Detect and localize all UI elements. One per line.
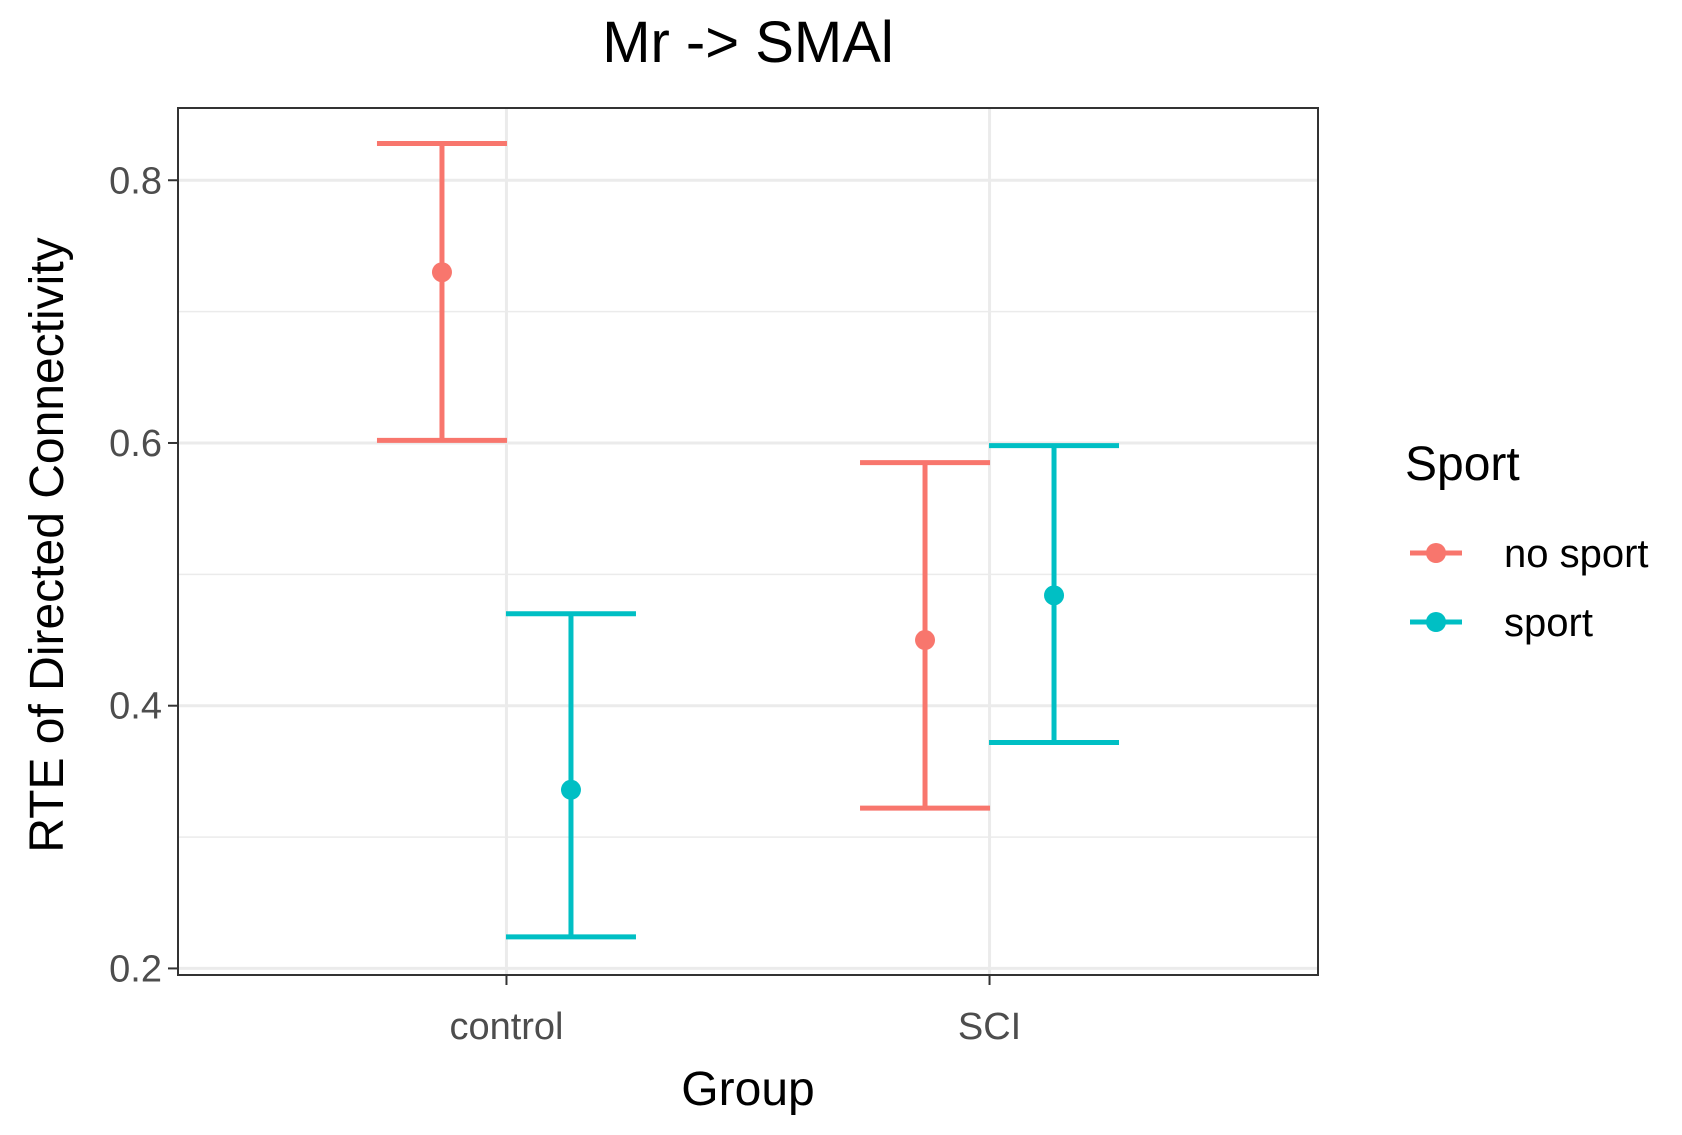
legend: Sport no sport sport [1405,438,1649,645]
legend-title: Sport [1405,438,1520,491]
y-tick-label: 0.4 [109,686,162,728]
y-axis-title: RTE of Directed Connectivity [21,237,74,852]
legend-label-no-sport: no sport [1504,532,1649,576]
errorbar-sport-control-mean-point [560,779,581,800]
legend-key-sport-point [1426,612,1446,632]
legend-label-sport: sport [1504,601,1593,645]
y-tick-label: 0.6 [109,423,162,465]
y-tick-label: 0.8 [109,160,162,202]
errorbar-no-sport-sci-mean-point [915,630,936,651]
plot-area: 0.2 0.4 0.6 0.8 control SCI [109,107,1319,1048]
panel-border [177,107,1319,976]
x-axis-title: Group [681,1063,814,1116]
legend-key-no-sport-point [1426,543,1446,563]
panel-background [178,108,1318,975]
x-tick-label: SCI [958,1006,1021,1048]
chart-title: Mr -> SMAl [602,10,894,75]
y-tick-label: 0.2 [109,948,162,990]
errorbar-sport-sci-mean-point [1044,585,1065,606]
x-tick-label: control [449,1006,563,1048]
errorbar-no-sport-control-mean-point [431,262,452,283]
